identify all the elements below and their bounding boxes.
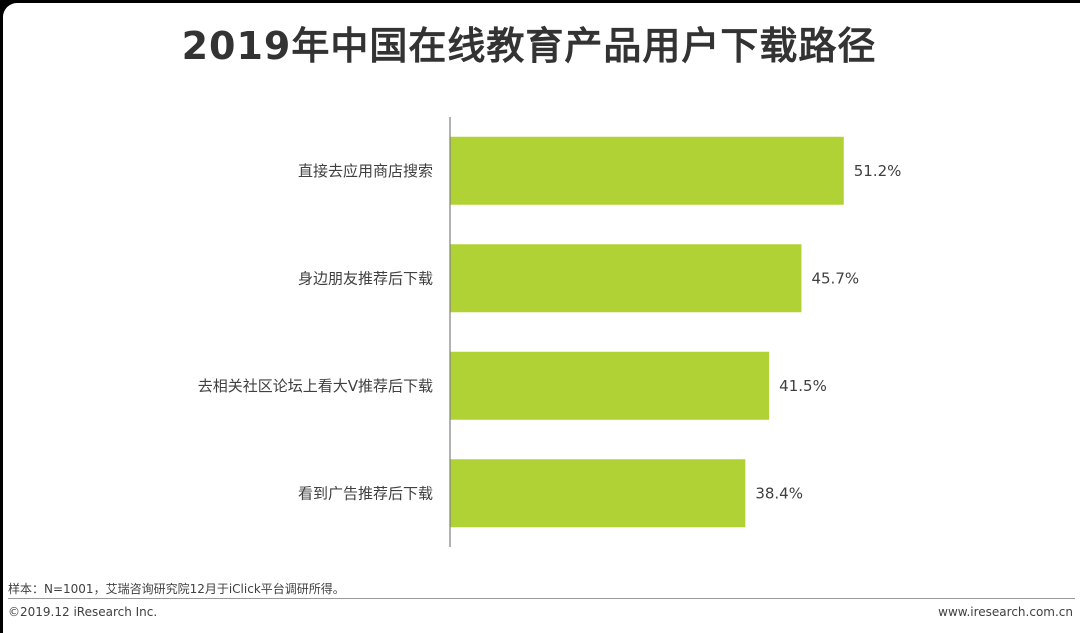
bar [450,244,802,313]
bar [450,136,844,205]
slide: 2019年中国在线教育产品用户下载路径 直接去应用商店搜索 51.2% 身边朋友推荐… [3,3,1080,633]
category-label: 直接去应用商店搜索 [298,162,433,180]
source-note: 样本：N=1001，艾瑞咨询研究院12月于iClick平台调研所得。 [8,582,345,596]
category-label: 身边朋友推荐后下载 [298,269,433,287]
website-link[interactable]: www.iresearch.com.cn [938,605,1073,619]
data-label: 38.4% [755,484,803,502]
bar-chart: 直接去应用商店搜索 51.2% 身边朋友推荐后下载 45.7% 去相关社区论坛上看大V推… [198,117,902,547]
data-label: 41.5% [779,377,827,395]
category-label: 去相关社区论坛上看大V推荐后下载 [198,377,433,395]
category-label: 看到广告推荐后下载 [298,484,433,502]
bar [450,351,770,420]
data-label: 51.2% [854,162,902,180]
footer-divider [8,598,1075,599]
copyright-text: ©2019.12 iResearch Inc. [8,605,158,619]
bar [450,459,746,528]
data-label: 45.7% [811,269,859,287]
chart-title: 2019年中国在线教育产品用户下载路径 [181,24,877,68]
